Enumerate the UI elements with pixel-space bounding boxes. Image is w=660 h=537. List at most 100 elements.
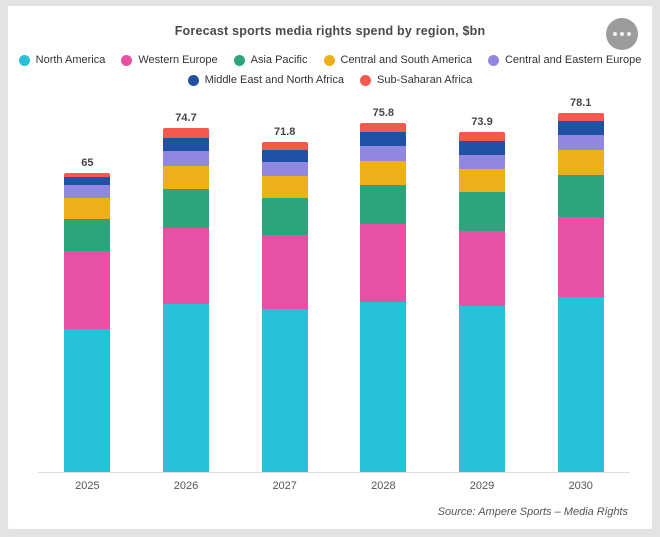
total-label: 65 [81,157,94,170]
bar-segment-central-and-eastern-europe [64,185,111,199]
bar-segment-asia-pacific [557,175,604,217]
bar-segment-central-and-eastern-europe [459,154,506,170]
chart-card: Forecast sports media rights spend by re… [8,6,652,529]
bar-group-2029: 73.9 [433,116,532,472]
bar-segment-north-america [261,308,308,472]
bars-row: 65 74.7 71.8 75.8 73.9 78.1 [38,92,630,473]
legend-item-middle-east-and-north-africa: Middle East and North Africa [187,74,344,86]
bar-segment-north-america [360,301,407,472]
bar-segment-central-and-south-america [261,176,308,199]
total-label: 74.7 [175,112,197,125]
footer: Source: Ampere Sports – Media Rights [8,502,628,520]
bar-segment-sub-saharan-africa [163,128,209,138]
legend-row-1: North America Western Europe Asia Pacific C… [18,54,642,66]
chart: 65 74.7 71.8 75.8 73.9 78.1 2025 2026 2027 2028 2… [38,92,630,492]
bar-segment-north-america [163,304,209,472]
bar-segment-asia-pacific [360,184,407,224]
legend-row-2: Middle East and North Africa Sub-Saharan … [187,74,472,86]
bar-segment-western-europe [360,223,407,302]
x-axis-label: 2028 [371,480,396,492]
legend-label: Sub-Saharan Africa [377,74,473,86]
legend-swatch-central-and-eastern-europe [487,54,499,66]
bar-stack-2027 [261,141,308,472]
legend-swatch-middle-east-and-north-africa [187,74,199,86]
legend-item-western-europe: Western Europe [121,54,218,66]
bar-stack-2026 [163,128,209,472]
bar-segment-sub-saharan-africa [360,123,407,133]
bar-segment-western-europe [64,251,111,330]
header: Forecast sports media rights spend by re… [8,6,652,50]
bar-segment-central-and-eastern-europe [163,151,209,167]
bar-segment-middle-east-and-north-africa [557,121,604,135]
legend-item-central-and-south-america: Central and South America [323,54,472,66]
legend-label: Central and South America [340,54,472,66]
bar-segment-middle-east-and-north-africa [163,137,209,152]
bar-segment-sub-saharan-africa [261,141,308,150]
menu-button[interactable] [606,18,638,50]
bar-stack-2025 [64,173,111,472]
bar-stack-2029 [459,132,506,472]
legend-swatch-north-america [18,54,30,66]
legend-swatch-central-and-south-america [323,54,335,66]
ellipsis-icon [613,32,631,36]
source-text: Source: Ampere Sports – Media Rights [437,506,628,518]
total-label: 73.9 [471,116,493,129]
bar-group-2030: 78.1 [531,97,630,472]
bar-segment-asia-pacific [459,192,506,231]
bar-segment-western-europe [261,235,308,309]
legend-item-central-and-eastern-europe: Central and Eastern Europe [487,54,642,66]
bar-segment-central-and-eastern-europe [261,162,308,177]
bar-stack-2030 [557,112,604,472]
bar-segment-western-europe [557,216,604,298]
bar-segment-sub-saharan-africa [459,132,506,141]
legend-label: Asia Pacific [250,54,308,66]
bar-segment-central-and-south-america [459,169,506,193]
bar-segment-asia-pacific [163,189,209,229]
bar-segment-sub-saharan-africa [557,112,604,122]
total-label: 71.8 [273,125,296,138]
bar-segment-central-and-south-america [360,160,407,185]
total-label: 78.1 [569,96,592,109]
x-axis-labels: 2025 2026 2027 2028 2029 2030 [38,480,630,492]
legend-item-north-america: North America [18,54,106,66]
x-axis-label: 2026 [173,480,199,492]
bar-stack-2028 [360,123,407,472]
legend-item-sub-saharan-africa: Sub-Saharan Africa [360,74,472,86]
legend-swatch-sub-saharan-africa [360,74,371,86]
bar-segment-sub-saharan-africa [64,173,111,178]
bar-segment-central-and-eastern-europe [557,134,604,151]
x-axis-label: 2030 [568,480,593,492]
page-title: Forecast sports media rights spend by re… [174,24,486,38]
legend: North America Western Europe Asia Pacific C… [8,54,652,86]
legend-swatch-asia-pacific [233,54,245,66]
bar-segment-north-america [459,306,506,472]
bar-group-2027: 71.8 [235,126,334,472]
bar-segment-north-america [557,297,604,472]
bar-group-2026: 74.7 [137,112,236,472]
bar-segment-central-and-eastern-europe [360,145,407,161]
legend-swatch-western-europe [121,54,133,66]
bar-segment-central-and-south-america [163,166,209,190]
bar-segment-north-america [64,329,111,472]
x-axis-label: 2029 [469,480,495,492]
x-axis-label: 2027 [272,480,297,492]
legend-item-asia-pacific: Asia Pacific [233,54,308,66]
bar-segment-middle-east-and-north-africa [459,140,506,155]
bar-segment-asia-pacific [64,219,111,252]
bar-segment-asia-pacific [261,198,308,236]
bar-segment-middle-east-and-north-africa [261,149,308,163]
bar-segment-western-europe [459,230,506,307]
legend-label: Central and Eastern Europe [504,54,642,66]
bar-segment-middle-east-and-north-africa [64,177,111,186]
bar-group-2025: 65 [38,157,137,472]
legend-label: North America [35,54,106,66]
total-label: 75.8 [372,107,395,120]
bar-segment-middle-east-and-north-africa [360,132,407,146]
bar-segment-central-and-south-america [557,150,604,176]
bar-group-2028: 75.8 [334,107,433,472]
bar-segment-western-europe [163,228,209,305]
legend-label: Middle East and North Africa [204,74,344,86]
x-axis-label: 2025 [75,480,100,492]
bar-segment-central-and-south-america [64,198,111,220]
legend-label: Western Europe [138,54,218,66]
